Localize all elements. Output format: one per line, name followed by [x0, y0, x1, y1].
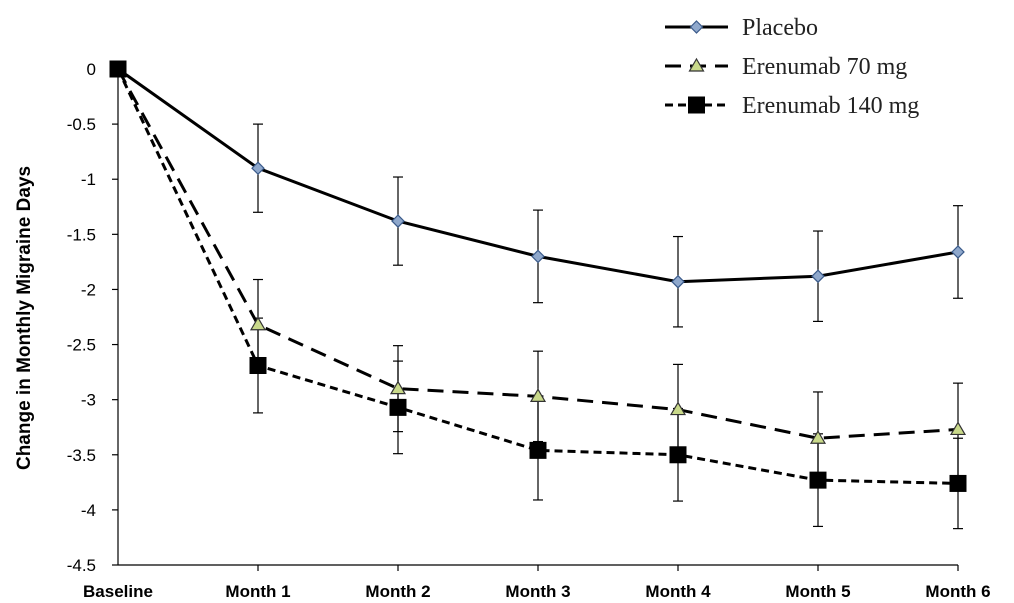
y-axis-label: Change in Monthly Migraine Days	[14, 166, 35, 470]
diamond-marker	[951, 245, 965, 259]
y-tick-label: -3.5	[67, 446, 96, 465]
error-bars	[253, 123, 963, 530]
x-tick-label: Month 3	[505, 582, 570, 601]
triangle-marker	[688, 57, 705, 72]
y-tick-label: -4	[81, 501, 96, 520]
square-marker	[529, 441, 547, 459]
diamond-marker	[531, 249, 545, 264]
x-tick-label: Month 6	[925, 582, 990, 601]
y-tick-label: -1.5	[67, 225, 96, 244]
diamond-marker	[251, 161, 265, 176]
triangle-marker	[809, 430, 827, 444]
square-marker	[389, 398, 407, 416]
diamond-marker	[689, 20, 704, 34]
y-tick-label: -4.5	[67, 556, 96, 575]
legend-label: Erenumab 140 mg	[742, 93, 919, 119]
legend: Placebo Erenumab 70 mg Erenumab 140 mg	[665, 15, 919, 119]
y-tick-label: -2.5	[67, 336, 96, 355]
triangle-marker	[949, 421, 967, 436]
square-marker	[109, 60, 127, 78]
square-marker	[669, 446, 687, 464]
triangle-marker	[529, 388, 547, 402]
y-tick-label: -1	[81, 170, 96, 189]
axes: 0 -0.5 -1 -1.5 -2 -2.5 -3 -3.5 -4 -4.5 Baseline Mon…	[67, 60, 991, 601]
diamond-marker	[391, 214, 405, 228]
square-marker	[249, 356, 267, 374]
data-markers	[109, 60, 967, 492]
square-marker	[688, 96, 705, 114]
y-tick-label: -2	[81, 280, 96, 299]
y-tick-label: -0.5	[67, 115, 96, 134]
square-marker	[809, 471, 827, 489]
y-tick-label: 0	[87, 60, 96, 79]
legend-label: Placebo	[742, 15, 818, 41]
x-tick-label: Month 1	[225, 582, 290, 601]
diamond-marker	[671, 274, 685, 289]
x-tick-label: Baseline	[83, 582, 153, 601]
triangle-marker	[249, 316, 267, 331]
square-marker	[949, 474, 967, 492]
x-tick-label: Month 5	[785, 582, 850, 601]
triangle-marker	[389, 380, 407, 395]
diamond-marker	[811, 269, 825, 284]
x-tick-label: Month 2	[365, 582, 430, 601]
y-tick-label: -3	[81, 391, 96, 410]
x-tick-label: Month 4	[645, 582, 711, 601]
legend-label: Erenumab 70 mg	[742, 54, 907, 80]
triangle-marker	[669, 401, 687, 416]
